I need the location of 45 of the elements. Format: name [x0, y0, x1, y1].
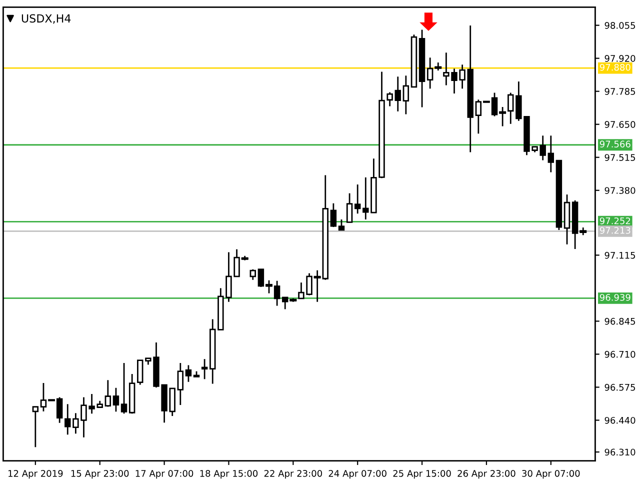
candlestick: [354, 184, 361, 214]
candlestick: [120, 362, 128, 414]
y-tick-label: 96.575: [604, 384, 636, 391]
candlestick: [330, 202, 337, 228]
x-tick-label: 24 Apr 07:00: [328, 470, 386, 479]
y-tick-label: 96.845: [604, 318, 636, 325]
x-tick-label: 18 Apr 15:00: [200, 470, 258, 479]
y-tick-label: 97.115: [604, 252, 636, 259]
y-tick-label: 97.785: [604, 88, 636, 95]
candlestick: [112, 387, 120, 412]
x-tick-label: 26 Apr 23:00: [458, 470, 516, 479]
candlestick: [508, 92, 514, 125]
x-tick-label: 15 Apr 23:00: [71, 470, 129, 479]
candlestick: [250, 268, 256, 281]
x-tick-label: 17 Apr 07:00: [136, 470, 194, 479]
x-tick-label: 22 Apr 23:00: [264, 470, 322, 479]
y-tick-label: 96.440: [604, 416, 636, 424]
candlestick: [548, 134, 554, 173]
text: USDX,H4: [22, 14, 71, 24]
candlestick: [104, 379, 112, 408]
y-tick-label: 96.710: [604, 350, 636, 358]
candlestick: [201, 358, 208, 380]
ref-line-label: 97.213: [600, 226, 630, 234]
candlestick: [338, 218, 345, 231]
y-tick-label: 97.515: [604, 154, 636, 161]
candlestick: [137, 360, 144, 386]
y-tick-label: 98.055: [604, 22, 636, 29]
candlestick: [32, 406, 39, 448]
y-tick-label: 97.920: [604, 55, 636, 62]
ref-line-label: 97.252: [600, 217, 630, 224]
candlestick: [64, 403, 71, 436]
x-tick-label: 30 Apr 07:00: [522, 470, 580, 479]
candlestick: [346, 192, 353, 223]
candlestick: [177, 362, 184, 406]
y-tick-label: 97.650: [604, 121, 636, 128]
ref-line-label: 97.880: [600, 64, 630, 71]
candlestick: [185, 364, 192, 383]
x-tick-label: 12 Apr 2019: [8, 470, 63, 479]
x-tick-label: 25 Apr 15:00: [393, 470, 451, 479]
candlestick: [394, 76, 401, 112]
candlestick: [402, 74, 410, 115]
ref-line-label: 96.939: [600, 294, 630, 301]
ref-line-label: 97.566: [600, 140, 630, 148]
y-tick-label: 96.310: [604, 448, 636, 456]
y-tick-label: 97.380: [604, 187, 636, 194]
